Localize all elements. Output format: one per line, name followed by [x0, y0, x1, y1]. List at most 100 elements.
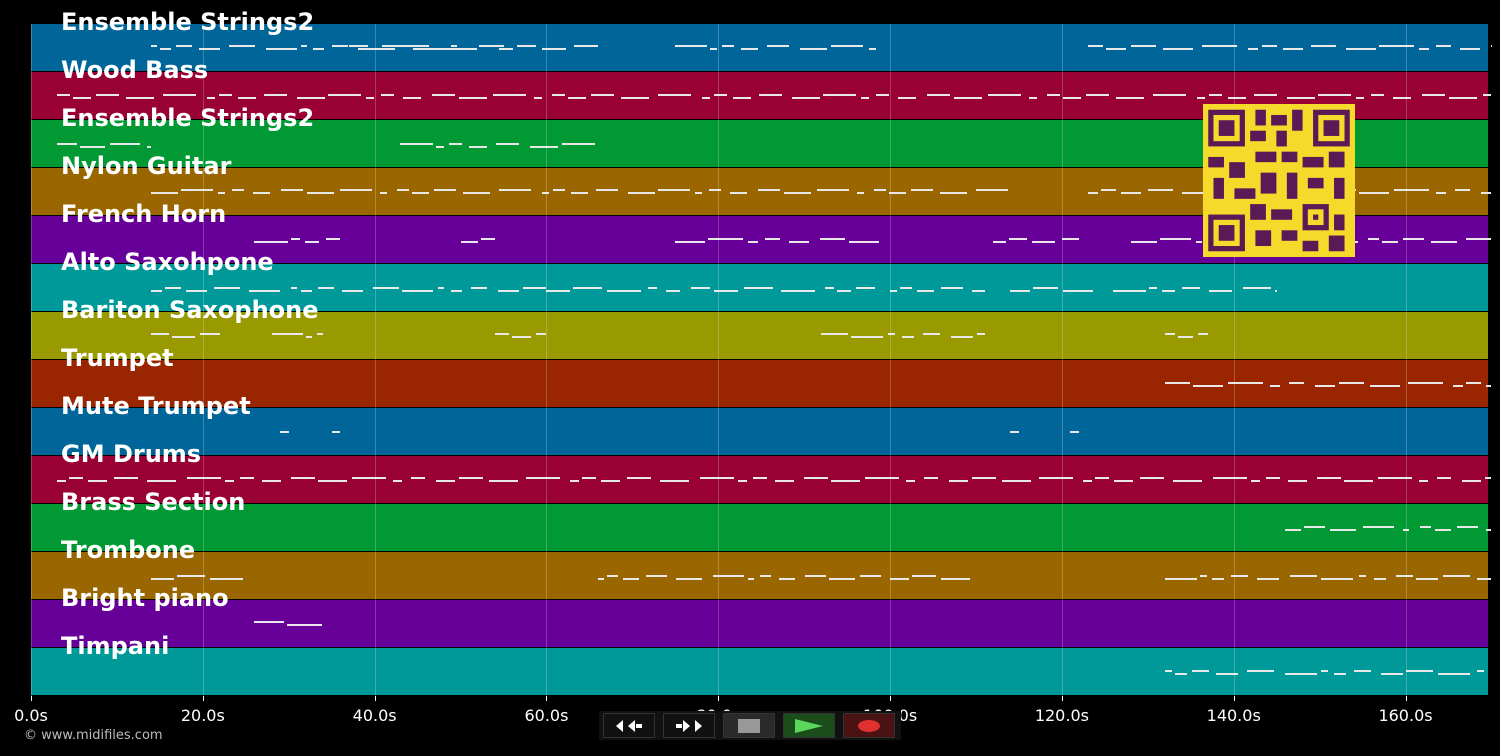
midi-note	[348, 45, 368, 47]
midi-note	[412, 192, 430, 194]
midi-note	[1009, 238, 1028, 240]
midi-note	[562, 143, 596, 145]
midi-note	[1275, 290, 1277, 292]
midi-note	[941, 287, 964, 289]
midi-note	[830, 480, 860, 482]
play-button[interactable]	[783, 713, 835, 738]
midi-note	[911, 189, 934, 191]
midi-note	[1355, 97, 1364, 99]
midi-note	[1162, 290, 1176, 292]
midi-note	[666, 290, 681, 292]
midi-note	[781, 290, 816, 292]
midi-note	[400, 143, 434, 145]
midi-note	[498, 290, 520, 292]
midi-note	[1062, 238, 1080, 240]
midi-note	[254, 241, 289, 243]
midi-note	[261, 480, 281, 482]
track-lane[interactable]	[31, 504, 1492, 551]
midi-note	[451, 45, 458, 47]
midi-note	[229, 45, 256, 47]
stop-button[interactable]	[723, 713, 775, 738]
grid-line	[1233, 24, 1235, 696]
midi-note	[172, 336, 196, 338]
midi-note	[675, 241, 706, 243]
midi-note	[1480, 192, 1492, 194]
midi-note	[912, 575, 937, 577]
midi-note	[488, 480, 518, 482]
track-lane[interactable]	[31, 264, 1488, 311]
midi-note	[1182, 287, 1201, 289]
midi-note	[926, 94, 950, 96]
record-button[interactable]	[843, 713, 895, 738]
track-lane[interactable]	[31, 648, 1488, 695]
midi-note	[1405, 670, 1433, 672]
track-lane[interactable]	[31, 360, 1492, 407]
midi-note	[305, 241, 320, 243]
midi-note	[1208, 94, 1222, 96]
midi-note	[573, 45, 598, 47]
midi-note	[758, 94, 782, 96]
rewind-button[interactable]	[603, 713, 655, 738]
track-name: Bariton Saxophone	[61, 296, 319, 324]
midi-note	[373, 287, 400, 289]
track-lane[interactable]	[31, 456, 1492, 503]
midi-note	[68, 477, 83, 479]
midi-note	[1345, 48, 1376, 50]
midi-note	[987, 94, 1021, 96]
midi-note	[1147, 189, 1173, 191]
qr-code	[1203, 104, 1355, 257]
fast-forward-icon	[676, 719, 702, 732]
midi-note	[748, 241, 759, 243]
midi-note	[1285, 529, 1302, 531]
midi-note	[1363, 526, 1395, 528]
midi-note	[972, 290, 985, 292]
midi-note	[95, 94, 119, 96]
midi-note	[1192, 385, 1223, 387]
fast-forward-button[interactable]	[663, 713, 715, 738]
midi-note	[648, 287, 658, 289]
stop-icon	[738, 718, 760, 733]
midi-note	[709, 189, 722, 191]
track-lane[interactable]	[31, 24, 1492, 71]
midi-note	[1485, 385, 1492, 387]
midi-note	[1330, 529, 1357, 531]
midi-note	[1256, 578, 1279, 580]
midi-note	[399, 45, 429, 47]
midi-note	[553, 189, 566, 191]
midi-note	[1395, 575, 1413, 577]
track-name: GM Drums	[61, 440, 202, 468]
midi-note	[1149, 287, 1158, 289]
midi-note	[1032, 241, 1056, 243]
midi-note	[72, 97, 91, 99]
track-lane[interactable]	[31, 408, 1488, 455]
midi-note	[218, 192, 226, 194]
midi-note	[1421, 94, 1445, 96]
track-lane[interactable]	[31, 312, 1488, 359]
midi-note	[571, 192, 589, 194]
track-name: Ensemble Strings2	[61, 8, 315, 36]
midi-note	[541, 48, 566, 50]
midi-note	[181, 189, 214, 191]
tick-mark	[890, 696, 892, 701]
midi-note	[778, 578, 795, 580]
midi-note	[767, 45, 790, 47]
midi-note	[1195, 241, 1202, 243]
midi-note	[1367, 238, 1379, 240]
copyright-text: © www.midifiles.com	[24, 728, 163, 743]
midi-note	[494, 333, 509, 335]
midi-note	[56, 480, 66, 482]
track-lane[interactable]	[31, 552, 1492, 599]
midi-note	[1436, 477, 1451, 479]
midi-note	[1310, 45, 1336, 47]
midi-note	[941, 578, 971, 580]
midi-note	[1373, 578, 1386, 580]
midi-note	[301, 45, 308, 47]
track-name: Trumpet	[61, 344, 174, 372]
midi-note	[1338, 382, 1364, 384]
midi-note	[675, 578, 702, 580]
track-lane[interactable]	[31, 600, 1488, 647]
midi-note	[1484, 477, 1492, 479]
midi-note	[708, 238, 744, 240]
midi-note	[567, 97, 586, 99]
midi-note	[434, 189, 457, 191]
